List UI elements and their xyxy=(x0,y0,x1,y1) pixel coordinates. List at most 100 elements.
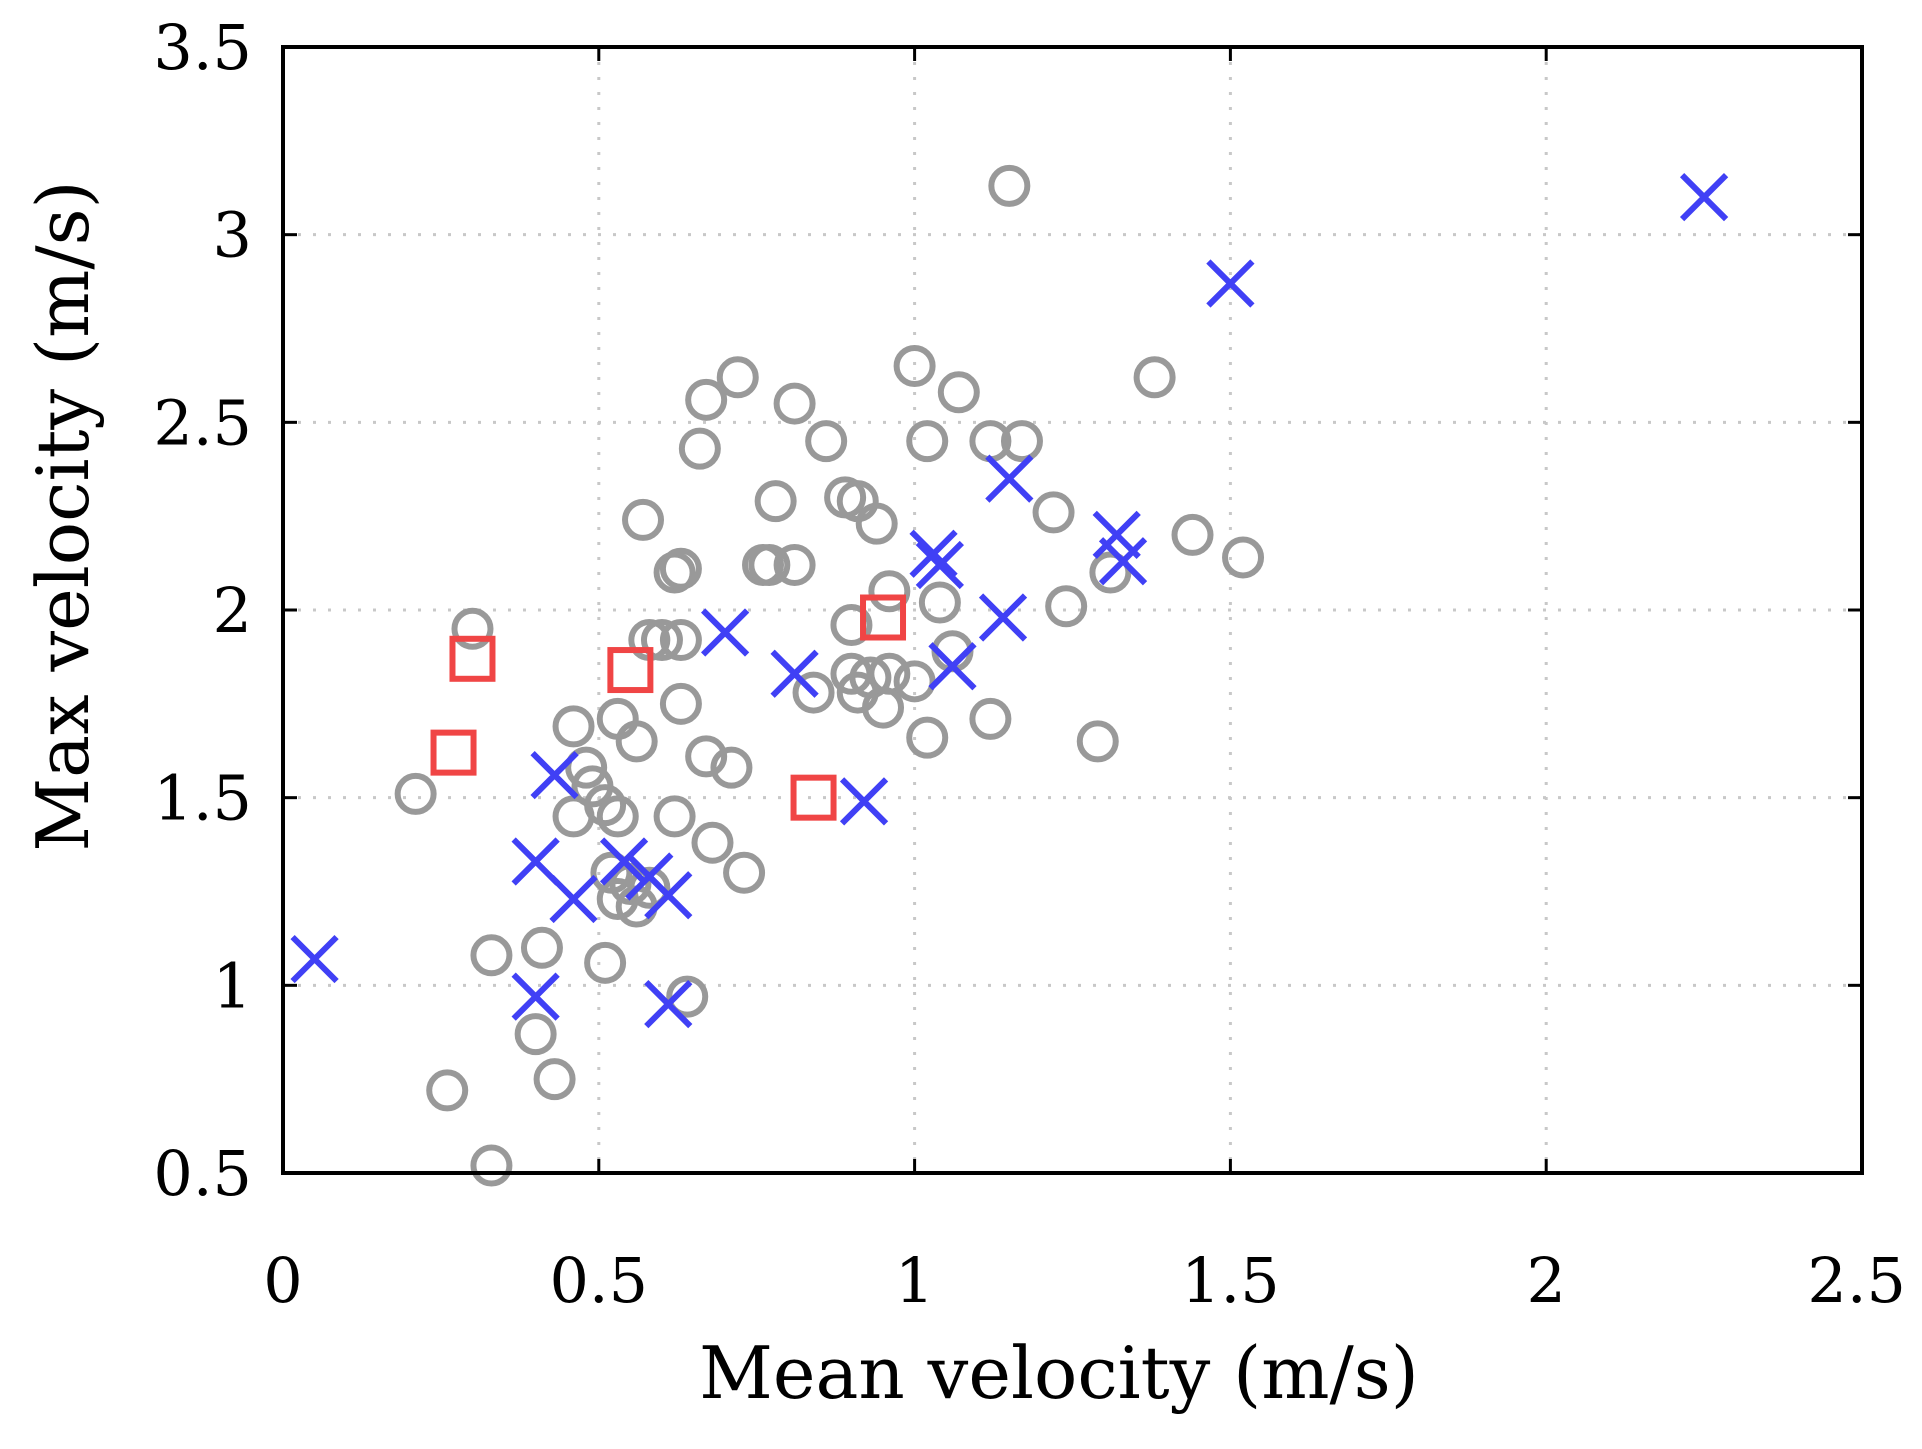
circle-point xyxy=(596,697,639,740)
axis-ticks: 0 0.5 1 1.5 2 2.50.511.522.533.5 xyxy=(153,11,1906,1317)
circle-point xyxy=(918,581,961,624)
circle-point xyxy=(426,1069,469,1112)
x-axis-label: Mean velocity (m/s) xyxy=(699,1331,1419,1415)
x-point xyxy=(978,593,1028,642)
circle-point xyxy=(596,795,639,838)
square-point xyxy=(449,635,496,682)
circle-point xyxy=(685,378,728,421)
circle-point xyxy=(565,746,608,789)
x-point xyxy=(1679,173,1729,222)
circle-point xyxy=(893,660,936,703)
y-tick-label: 1 xyxy=(213,949,252,1022)
circle-point xyxy=(710,746,753,789)
circle-point xyxy=(622,498,665,541)
circle-point xyxy=(969,697,1012,740)
circle-point xyxy=(773,543,816,586)
circle-point xyxy=(1045,585,1088,628)
x-point xyxy=(1206,259,1255,308)
square-point xyxy=(790,774,837,821)
circle-point xyxy=(514,1013,557,1056)
y-tick-label: 3.5 xyxy=(153,11,252,84)
x-point xyxy=(511,837,560,886)
x-tick-label: 0.5 xyxy=(549,1244,648,1317)
series-circle-points xyxy=(394,164,1265,1187)
circle-point xyxy=(1089,551,1132,594)
circle-point xyxy=(640,619,683,662)
series-square-points xyxy=(430,594,907,821)
circle-point xyxy=(1032,491,1075,534)
circle-point xyxy=(773,382,816,425)
y-tick-label: 1.5 xyxy=(153,762,252,835)
x-tick-label: 0 xyxy=(263,1244,302,1317)
circle-point xyxy=(855,502,898,545)
x-tick-label: 2 xyxy=(1526,1244,1565,1317)
circle-point xyxy=(584,941,627,984)
x-tick-label: 1 xyxy=(895,1244,934,1317)
circle-point xyxy=(754,480,797,523)
circle-point xyxy=(723,851,766,894)
x-point xyxy=(511,972,560,1021)
square-point xyxy=(860,594,907,641)
x-tick-label: 1.5 xyxy=(1181,1244,1280,1317)
circle-point xyxy=(451,607,494,650)
y-tick-label: 0.5 xyxy=(153,1137,252,1210)
circle-point xyxy=(470,934,513,977)
square-point xyxy=(430,729,477,776)
circle-point xyxy=(659,619,702,662)
circle-point xyxy=(666,975,709,1018)
plot-frame xyxy=(281,45,1864,1175)
y-tick-label: 3 xyxy=(213,199,252,272)
x-point xyxy=(700,608,750,657)
y-axis-label: Max velocity (m/s) xyxy=(21,180,105,851)
circle-point xyxy=(470,1144,513,1187)
circle-point xyxy=(659,547,702,590)
circle-point xyxy=(552,705,595,748)
circle-point xyxy=(691,821,734,864)
circle-point xyxy=(748,543,791,586)
circle-point xyxy=(1133,356,1176,399)
data-points xyxy=(290,164,1729,1187)
y-tick-label: 2.5 xyxy=(153,386,252,459)
circle-point xyxy=(659,682,702,725)
x-point xyxy=(985,454,1034,503)
x-point xyxy=(290,934,339,984)
circle-point xyxy=(1000,420,1043,463)
circle-point xyxy=(552,795,595,838)
circle-point xyxy=(685,735,728,778)
circle-point xyxy=(394,772,437,815)
x-point xyxy=(530,751,579,800)
circle-point xyxy=(937,371,980,414)
circle-point xyxy=(1222,536,1265,579)
circle-point xyxy=(533,1058,576,1101)
x-point xyxy=(644,979,693,1029)
x-tick-label: 2.5 xyxy=(1807,1244,1906,1317)
y-tick-label: 2 xyxy=(213,574,252,647)
circle-point xyxy=(805,420,848,463)
circle-point xyxy=(520,926,563,969)
x-point xyxy=(915,540,964,590)
circle-point xyxy=(862,686,905,729)
circle-point xyxy=(678,427,721,470)
circle-point xyxy=(1076,720,1119,763)
circle-point xyxy=(830,604,873,647)
grid-lines xyxy=(283,47,1862,1173)
circle-point xyxy=(615,720,658,763)
circle-point xyxy=(988,164,1031,207)
circle-point xyxy=(906,716,949,759)
x-point xyxy=(644,871,693,920)
x-point xyxy=(770,649,819,698)
x-point xyxy=(839,777,889,826)
x-point xyxy=(928,642,977,691)
x-point xyxy=(599,837,649,886)
circle-point xyxy=(596,878,639,921)
x-point xyxy=(909,529,958,578)
circle-point xyxy=(792,671,835,714)
square-point xyxy=(607,647,654,694)
circle-point xyxy=(906,420,949,463)
series-x-points xyxy=(290,173,1729,1029)
circle-point xyxy=(868,570,911,613)
x-point xyxy=(1098,537,1148,586)
circle-point xyxy=(1171,513,1214,556)
x-point xyxy=(549,874,598,924)
